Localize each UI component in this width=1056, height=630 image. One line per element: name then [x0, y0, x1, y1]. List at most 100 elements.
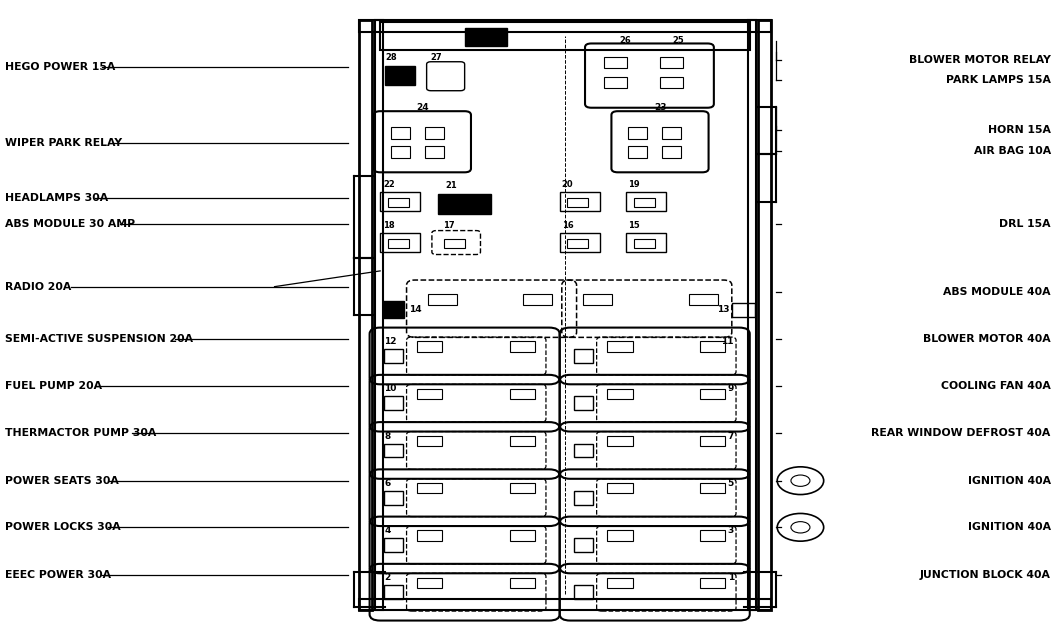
Text: SEMI-ACTIVE SUSPENSION 20A: SEMI-ACTIVE SUSPENSION 20A [5, 334, 193, 344]
Bar [417, 341, 442, 352]
Bar [425, 127, 444, 139]
Text: REAR WINDOW DEFROST 40A: REAR WINDOW DEFROST 40A [871, 428, 1051, 438]
Bar [425, 146, 444, 158]
Text: 18: 18 [383, 221, 395, 230]
Bar [607, 578, 633, 588]
Text: 3: 3 [728, 526, 734, 535]
Bar [560, 233, 600, 252]
Bar [567, 239, 588, 248]
Bar [660, 77, 683, 88]
Text: 17: 17 [444, 221, 455, 230]
Bar [391, 146, 410, 158]
Bar [417, 436, 442, 446]
Text: 25: 25 [672, 37, 684, 45]
Bar [660, 57, 683, 68]
Bar [510, 530, 535, 541]
Bar [574, 585, 593, 599]
Text: 20: 20 [562, 180, 573, 189]
Bar [384, 396, 403, 410]
Bar [607, 436, 633, 446]
Text: 2: 2 [384, 573, 391, 582]
Text: THERMACTOR PUMP 30A: THERMACTOR PUMP 30A [5, 428, 156, 438]
Text: 22: 22 [383, 180, 395, 189]
Text: 9: 9 [728, 384, 734, 393]
Text: POWER LOCKS 30A: POWER LOCKS 30A [5, 522, 120, 532]
Text: 8: 8 [384, 432, 391, 440]
Text: DRL 15A: DRL 15A [999, 219, 1051, 229]
Bar [604, 57, 627, 68]
Text: JUNCTION BLOCK 40A: JUNCTION BLOCK 40A [920, 570, 1051, 580]
Text: IGNITION 40A: IGNITION 40A [967, 522, 1051, 532]
Bar [465, 28, 507, 46]
Text: 12: 12 [384, 337, 397, 346]
Text: PARK LAMPS 15A: PARK LAMPS 15A [946, 75, 1051, 85]
Bar [510, 483, 535, 493]
Text: 4: 4 [384, 526, 391, 535]
Text: 5: 5 [728, 479, 734, 488]
Bar [574, 538, 593, 552]
Text: COOLING FAN 40A: COOLING FAN 40A [941, 381, 1051, 391]
Text: FUEL PUMP 20A: FUEL PUMP 20A [5, 381, 102, 391]
Text: BLOWER MOTOR RELAY: BLOWER MOTOR RELAY [909, 55, 1051, 65]
Text: ABS MODULE 40A: ABS MODULE 40A [943, 287, 1051, 297]
Bar [628, 127, 647, 139]
Bar [391, 127, 410, 139]
Bar [359, 20, 372, 610]
Bar [380, 233, 420, 252]
Bar [380, 21, 750, 50]
Bar [574, 444, 593, 457]
Text: POWER SEATS 30A: POWER SEATS 30A [5, 476, 119, 486]
Bar [384, 585, 403, 599]
Text: EEEC POWER 30A: EEEC POWER 30A [5, 570, 111, 580]
Bar [384, 491, 403, 505]
Bar [510, 341, 535, 352]
Bar [383, 301, 404, 318]
Text: AIR BAG 10A: AIR BAG 10A [974, 146, 1051, 156]
Bar [607, 341, 633, 352]
Bar [758, 20, 771, 610]
Bar [607, 483, 633, 493]
Bar [634, 198, 655, 207]
Bar [438, 194, 491, 214]
Bar [510, 578, 535, 588]
Bar [359, 598, 771, 610]
Bar [700, 483, 725, 493]
Text: 6: 6 [384, 479, 391, 488]
Bar [626, 192, 666, 211]
Bar [567, 198, 588, 207]
Bar [662, 146, 681, 158]
Text: 16: 16 [562, 221, 573, 230]
Bar [748, 20, 756, 610]
Bar [700, 578, 725, 588]
Text: IGNITION 40A: IGNITION 40A [967, 476, 1051, 486]
Text: 10: 10 [384, 384, 397, 393]
Bar [583, 294, 612, 306]
Bar [417, 578, 442, 588]
Text: 7: 7 [728, 432, 734, 440]
Bar [607, 530, 633, 541]
Text: HEGO POWER 15A: HEGO POWER 15A [5, 62, 115, 72]
Bar [523, 294, 552, 306]
Bar [388, 239, 409, 248]
Text: HORN 15A: HORN 15A [987, 125, 1051, 135]
Bar [662, 127, 681, 139]
Text: BLOWER MOTOR 40A: BLOWER MOTOR 40A [923, 334, 1051, 344]
Bar [444, 239, 465, 248]
Bar [385, 66, 415, 85]
Text: 14: 14 [409, 305, 421, 314]
Bar [359, 20, 771, 32]
Text: 1: 1 [728, 573, 734, 582]
Bar [380, 192, 420, 211]
Bar [560, 192, 600, 211]
Text: 19: 19 [628, 180, 640, 189]
Bar [574, 491, 593, 505]
Bar [689, 294, 718, 306]
Bar [732, 303, 755, 317]
Bar [700, 341, 725, 352]
Bar [375, 20, 383, 610]
Bar [384, 538, 403, 552]
Bar [417, 483, 442, 493]
Bar [417, 389, 442, 399]
Text: 13: 13 [717, 305, 730, 314]
Bar [388, 198, 409, 207]
